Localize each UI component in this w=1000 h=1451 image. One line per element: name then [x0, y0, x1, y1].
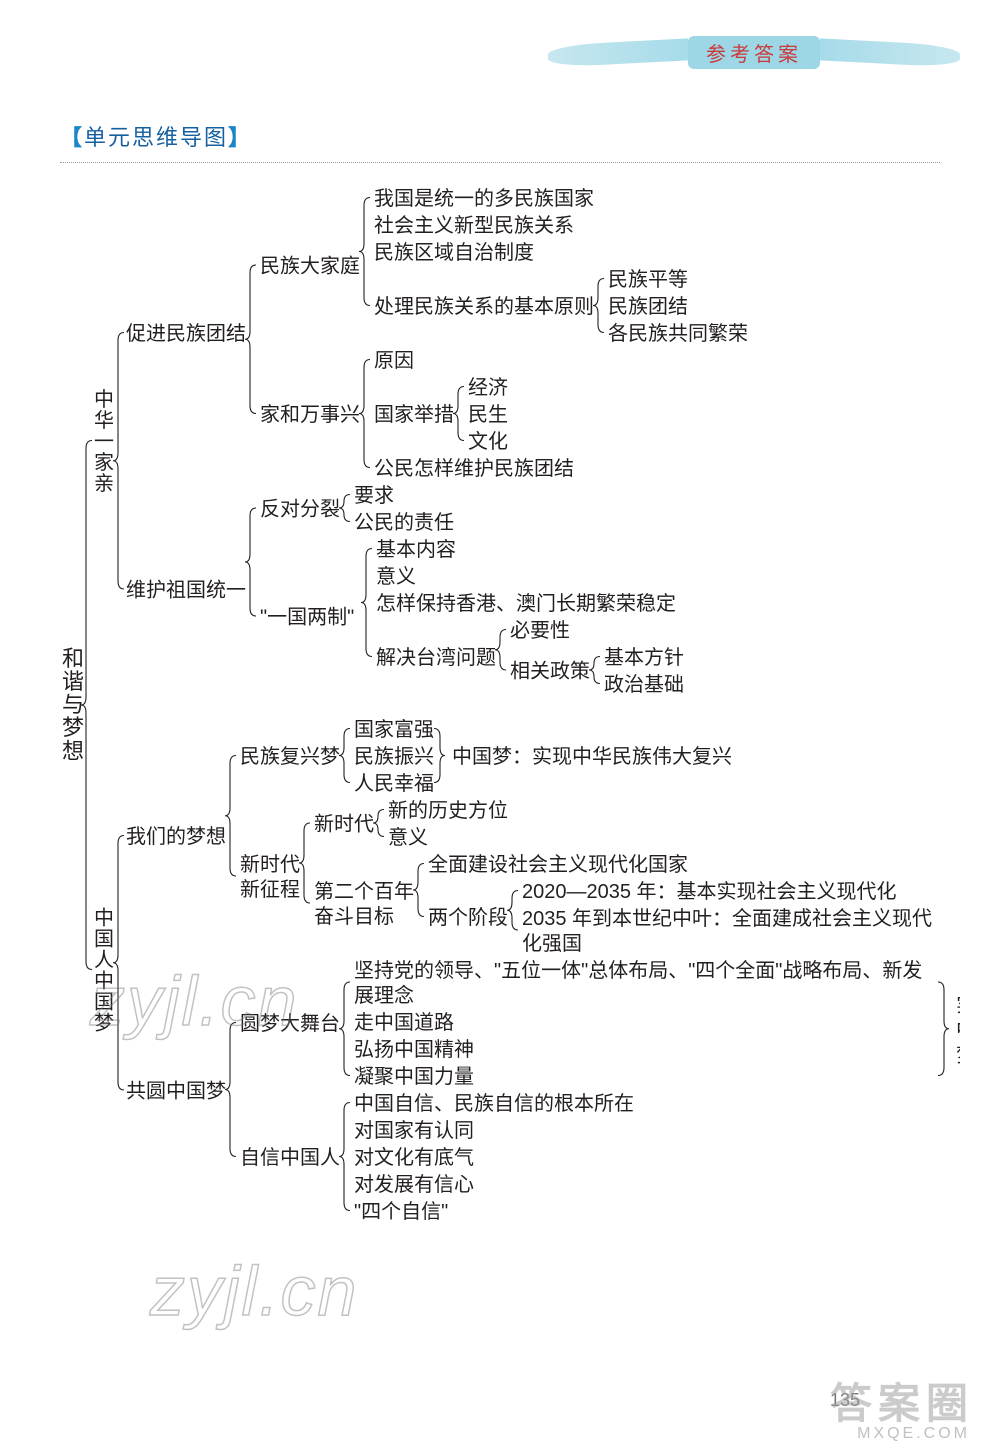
svg-text:化强国: 化强国 [522, 932, 582, 955]
svg-text:要求: 要求 [354, 484, 394, 507]
svg-text:对国家有认同: 对国家有认同 [354, 1119, 474, 1142]
svg-text:与: 与 [62, 692, 84, 717]
svg-text:经济: 经济 [468, 376, 508, 399]
bracket-close-icon: 】 [228, 125, 252, 150]
page: 参考答案 【单元思维导图】 和谐与梦想中华一家亲促进民族团结民族大家庭我国是统一… [0, 0, 1000, 1451]
svg-text:家: 家 [94, 451, 114, 474]
svg-text:国: 国 [94, 928, 114, 950]
svg-text:解决台湾问题: 解决台湾问题 [376, 646, 496, 669]
svg-text:亲: 亲 [94, 472, 114, 495]
svg-text:国: 国 [94, 991, 114, 1013]
svg-text:民族团结: 民族团结 [608, 295, 688, 318]
svg-text:实现: 实现 [956, 993, 960, 1016]
svg-text:人民幸福: 人民幸福 [354, 772, 434, 795]
svg-text:全面建设社会主义现代化国家: 全面建设社会主义现代化国家 [428, 853, 688, 876]
svg-text:民生: 民生 [468, 403, 508, 426]
header-ribbon: 参考答案 [548, 36, 960, 69]
svg-text:中: 中 [94, 969, 114, 992]
svg-text:想: 想 [62, 738, 84, 763]
svg-text:怎样保持香港、澳门长期繁荣稳定: 怎样保持香港、澳门长期繁荣稳定 [376, 592, 676, 615]
svg-text:两个阶段: 两个阶段 [428, 906, 508, 929]
mindmap: 和谐与梦想中华一家亲促进民族团结民族大家庭我国是统一的多民族国家社会主义新型民族… [60, 181, 960, 1371]
svg-text:自信中国人: 自信中国人 [240, 1146, 340, 1169]
svg-text:"一国两制": "一国两制" [260, 606, 354, 629]
svg-text:民族区域自治制度: 民族区域自治制度 [374, 241, 534, 264]
svg-text:对发展有信心: 对发展有信心 [354, 1173, 474, 1196]
svg-text:梦: 梦 [62, 715, 84, 740]
svg-text:家和万事兴: 家和万事兴 [260, 403, 360, 426]
svg-text:和: 和 [62, 646, 84, 671]
svg-text:中: 中 [94, 906, 114, 929]
ribbon-wing-right [820, 38, 960, 67]
svg-text:谐: 谐 [62, 669, 84, 694]
section-title: 【单元思维导图】 [60, 120, 960, 152]
bracket-open-icon: 【 [60, 125, 84, 150]
svg-text:意义: 意义 [376, 565, 416, 588]
svg-text:2020—2035 年：基本实现社会主义现代化: 2020—2035 年：基本实现社会主义现代化 [522, 880, 897, 903]
svg-text:中国自信、民族自信的根本所在: 中国自信、民族自信的根本所在 [354, 1092, 634, 1115]
svg-text:凝聚中国力量: 凝聚中国力量 [354, 1065, 474, 1088]
svg-text:基本方针: 基本方针 [604, 646, 684, 669]
svg-text:一: 一 [94, 431, 114, 453]
svg-text:圆梦大舞台: 圆梦大舞台 [240, 1012, 340, 1035]
svg-text:公民怎样维护民族团结: 公民怎样维护民族团结 [374, 457, 574, 480]
svg-text:人: 人 [94, 948, 114, 971]
svg-text:新征程: 新征程 [240, 878, 300, 901]
svg-text:华: 华 [94, 409, 114, 432]
svg-text:社会主义新型民族关系: 社会主义新型民族关系 [374, 214, 574, 237]
svg-text:坚持党的领导、"五位一体"总体布局、"四个全面"战略布局、新: 坚持党的领导、"五位一体"总体布局、"四个全面"战略布局、新发 [354, 959, 922, 982]
svg-text:民族振兴: 民族振兴 [354, 745, 434, 768]
svg-text:第二个百年: 第二个百年 [314, 880, 414, 903]
svg-text:走中国道路: 走中国道路 [354, 1011, 454, 1034]
svg-text:中国: 中国 [956, 1018, 960, 1041]
svg-text:新的历史方位: 新的历史方位 [388, 799, 508, 822]
svg-text:政治基础: 政治基础 [604, 673, 684, 696]
svg-text:我们的梦想: 我们的梦想 [126, 825, 226, 848]
footer-brand: 答案圈 [830, 1370, 974, 1431]
svg-text:共圆中国梦: 共圆中国梦 [126, 1080, 226, 1103]
svg-text:维护祖国统一: 维护祖国统一 [126, 579, 246, 602]
section-title-text: 单元思维导图 [84, 125, 228, 150]
svg-text:文化: 文化 [468, 430, 508, 453]
svg-text:民族复兴梦: 民族复兴梦 [240, 745, 340, 768]
svg-text:国家富强: 国家富强 [354, 718, 434, 741]
svg-text:"四个自信": "四个自信" [354, 1200, 448, 1223]
svg-text:民族大家庭: 民族大家庭 [260, 255, 360, 278]
svg-text:必要性: 必要性 [510, 619, 570, 642]
svg-text:2035 年到本世纪中叶：全面建成社会主义现代: 2035 年到本世纪中叶：全面建成社会主义现代 [522, 907, 932, 930]
mindmap-svg: 和谐与梦想中华一家亲促进民族团结民族大家庭我国是统一的多民族国家社会主义新型民族… [60, 181, 960, 1371]
svg-text:公民的责任: 公民的责任 [354, 511, 454, 534]
svg-text:梦: 梦 [94, 1011, 114, 1034]
svg-text:相关政策: 相关政策 [510, 660, 590, 683]
dotted-rule [60, 162, 940, 163]
svg-text:新时代: 新时代 [314, 813, 374, 836]
ribbon-wing-left [548, 38, 688, 67]
ribbon-label: 参考答案 [688, 36, 820, 69]
svg-text:对文化有底气: 对文化有底气 [354, 1146, 474, 1169]
svg-text:国家举措: 国家举措 [374, 403, 454, 426]
svg-text:基本内容: 基本内容 [376, 538, 456, 561]
svg-text:中: 中 [94, 388, 114, 411]
svg-text:处理民族关系的基本原则: 处理民族关系的基本原则 [374, 295, 594, 318]
svg-text:展理念: 展理念 [354, 983, 414, 1007]
svg-text:原因: 原因 [374, 350, 414, 372]
svg-text:我国是统一的多民族国家: 我国是统一的多民族国家 [374, 187, 594, 210]
footer-sub: MXQE.COM [857, 1425, 970, 1443]
svg-text:中国梦：实现中华民族伟大复兴: 中国梦：实现中华民族伟大复兴 [452, 745, 732, 768]
svg-text:弘扬中国精神: 弘扬中国精神 [354, 1038, 474, 1061]
svg-text:民族平等: 民族平等 [608, 268, 688, 291]
svg-text:各民族共同繁荣: 各民族共同繁荣 [608, 322, 748, 345]
svg-text:反对分裂: 反对分裂 [260, 498, 340, 521]
svg-text:新时代: 新时代 [240, 853, 300, 876]
svg-text:意义: 意义 [388, 826, 428, 849]
svg-text:奋斗目标: 奋斗目标 [314, 905, 394, 928]
svg-text:梦: 梦 [956, 1043, 960, 1066]
svg-text:促进民族团结: 促进民族团结 [126, 322, 246, 345]
